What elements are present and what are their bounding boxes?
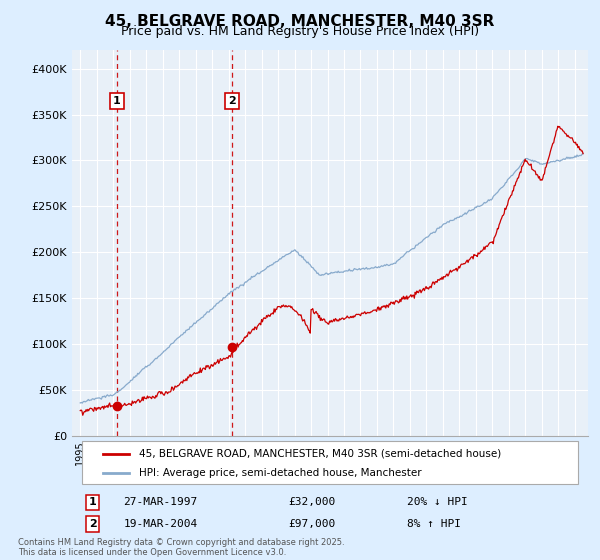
Text: Price paid vs. HM Land Registry's House Price Index (HPI): Price paid vs. HM Land Registry's House … [121,25,479,38]
Text: 2: 2 [89,519,97,529]
Text: £97,000: £97,000 [289,519,336,529]
Text: 1: 1 [113,96,121,106]
Text: 45, BELGRAVE ROAD, MANCHESTER, M40 3SR: 45, BELGRAVE ROAD, MANCHESTER, M40 3SR [106,14,494,29]
Text: 45, BELGRAVE ROAD, MANCHESTER, M40 3SR (semi-detached house): 45, BELGRAVE ROAD, MANCHESTER, M40 3SR (… [139,449,502,459]
Text: 19-MAR-2004: 19-MAR-2004 [124,519,198,529]
Text: £32,000: £32,000 [289,497,336,507]
FancyBboxPatch shape [82,441,578,484]
Text: HPI: Average price, semi-detached house, Manchester: HPI: Average price, semi-detached house,… [139,468,422,478]
Text: Contains HM Land Registry data © Crown copyright and database right 2025.
This d: Contains HM Land Registry data © Crown c… [18,538,344,557]
Text: 27-MAR-1997: 27-MAR-1997 [124,497,198,507]
Text: 8% ↑ HPI: 8% ↑ HPI [407,519,461,529]
Text: 2: 2 [228,96,236,106]
Text: 1: 1 [89,497,97,507]
Text: 20% ↓ HPI: 20% ↓ HPI [407,497,468,507]
